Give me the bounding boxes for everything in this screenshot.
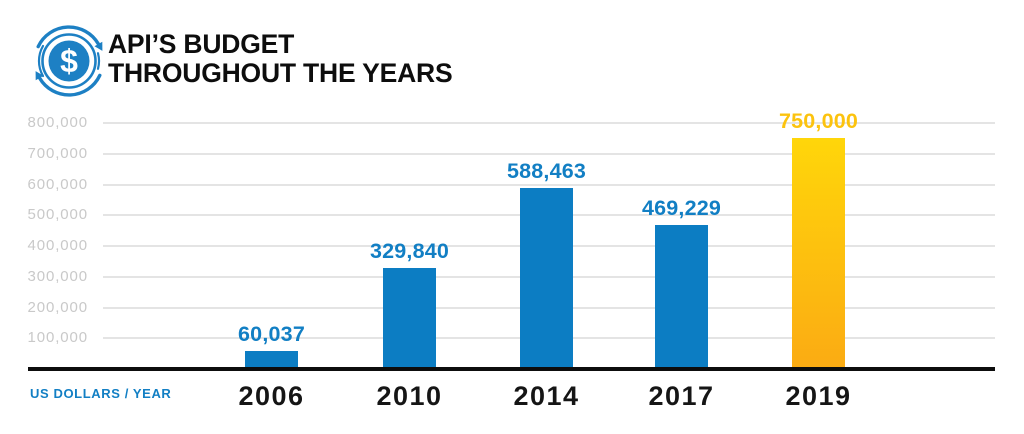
bar-2017: [655, 224, 708, 369]
bar-2014: [520, 188, 573, 369]
x-tick-label: 2006: [238, 381, 305, 411]
x-tick-label: 2010: [376, 381, 443, 411]
x-axis-line: [28, 367, 995, 371]
y-tick-label: 300,000: [27, 267, 88, 285]
bar-2006: [245, 350, 298, 369]
y-tick-label: 200,000: [27, 298, 88, 316]
bar-value-label: 469,229: [641, 195, 722, 220]
bar-2019: [792, 138, 845, 369]
page-title-line-1: API’S BUDGET: [108, 29, 295, 59]
bar-value-label: 60,037: [238, 321, 305, 346]
y-axis-caption: US DOLLARS / YEAR: [30, 386, 172, 401]
y-tick-label: 100,000: [27, 329, 88, 347]
x-tick-label: 2014: [513, 381, 580, 411]
y-tick-label: 600,000: [27, 175, 88, 193]
page-title: API’S BUDGET THROUGHOUT THE YEARS: [108, 29, 453, 88]
bar-value-label: 329,840: [369, 238, 450, 263]
bar-2010: [383, 267, 436, 369]
gridline: [103, 122, 995, 124]
gridline: [103, 152, 995, 155]
y-tick-label: 400,000: [27, 237, 88, 254]
bar-value-label: 588,463: [506, 159, 587, 184]
gridline: [103, 183, 995, 186]
x-tick-label: 2019: [785, 381, 852, 411]
y-tick-label: 500,000: [27, 206, 88, 224]
y-tick-label: 800,000: [27, 114, 88, 131]
x-tick-label: 2017: [648, 381, 715, 411]
page-title-line-2: THROUGHOUT THE YEARS: [108, 58, 453, 88]
svg-text:$: $: [60, 43, 78, 79]
money-cycle-icon: $: [35, 25, 103, 97]
bar-value-label: 750,000: [778, 109, 859, 134]
y-tick-label: 700,000: [27, 144, 88, 162]
